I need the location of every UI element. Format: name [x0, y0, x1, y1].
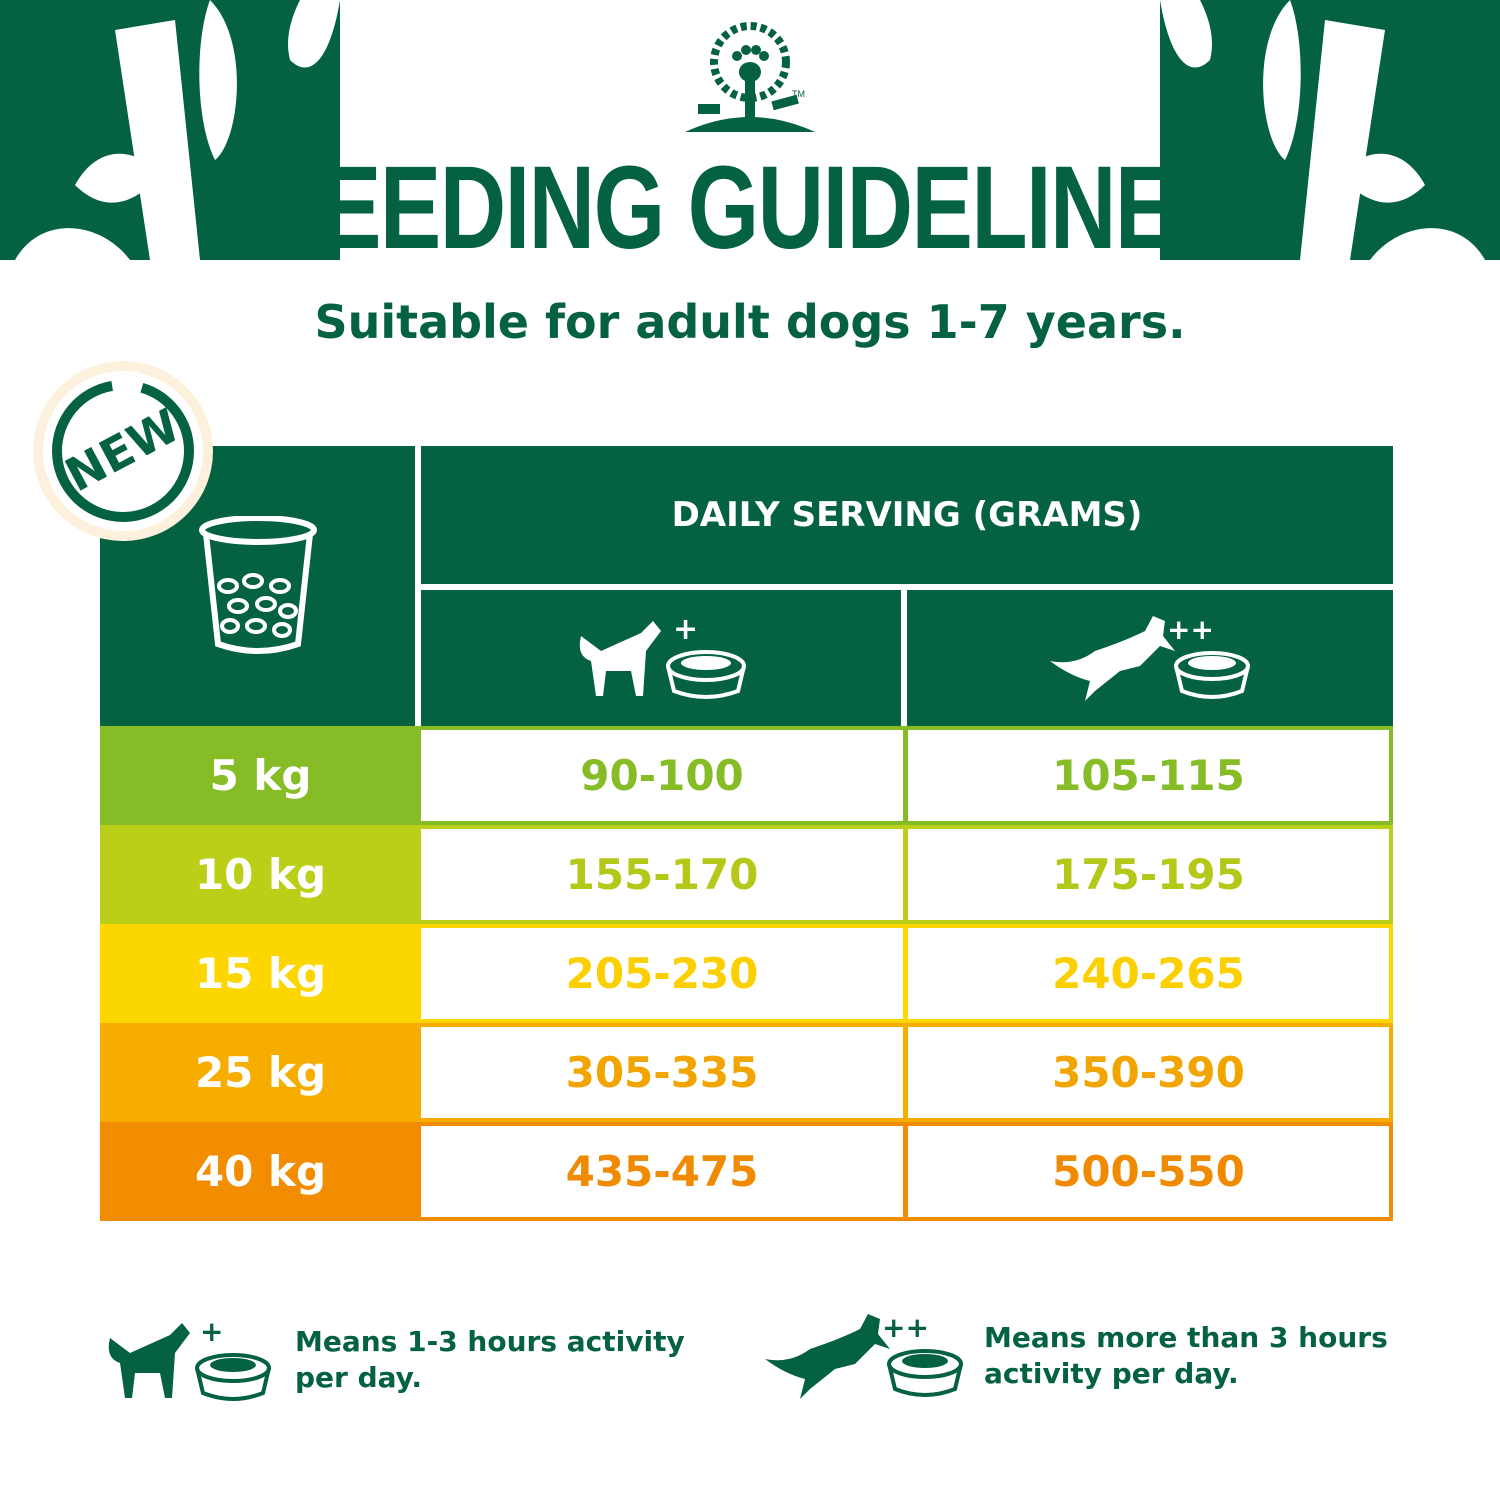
marker-plus-plus: ++	[1167, 613, 1214, 646]
serving-moderate-cell: 205-230	[421, 924, 907, 1023]
legend-text: Means 1-3 hours activity per day.	[295, 1324, 685, 1396]
subtitle: Suitable for adult dogs 1-7 years.	[314, 295, 1186, 349]
weight-cell: 10 kg	[100, 825, 421, 924]
leaf-decoration-right	[1160, 0, 1500, 260]
legend-line: Means 1-3 hours activity	[295, 1325, 685, 1358]
legend-line: activity per day.	[984, 1357, 1239, 1390]
daily-serving-header: DAILY SERVING (GRAMS)	[421, 446, 1393, 584]
legend-marker: ++	[882, 1311, 929, 1344]
marker-plus: +	[673, 612, 698, 647]
dog-standing-bowl-icon: +	[108, 1315, 271, 1401]
legend-line: Means more than 3 hours	[984, 1321, 1388, 1354]
legend-marker: +	[200, 1315, 223, 1348]
dog-jumping-bowl-icon: ++	[1050, 613, 1250, 701]
serving-active-cell: 240-265	[904, 924, 1393, 1023]
weight-cell: 25 kg	[100, 1023, 421, 1122]
legend-text: Means more than 3 hours activity per day…	[984, 1320, 1388, 1392]
weight-cell: 15 kg	[100, 924, 421, 1023]
leaf-decoration-left	[0, 0, 340, 260]
serving-active-cell: 350-390	[904, 1023, 1393, 1122]
legend-item-moderate: + Means 1-3 hours activity per day.	[100, 1310, 720, 1410]
weight-cell: 40 kg	[100, 1122, 421, 1221]
column-header-moderate: +	[421, 590, 901, 726]
serving-moderate-cell: 305-335	[421, 1023, 907, 1122]
dog-standing-bowl-icon: +	[579, 612, 746, 699]
serving-moderate-cell: 90-100	[421, 726, 907, 825]
trademark: TM	[792, 89, 805, 99]
column-header-active: ++	[907, 590, 1393, 726]
weight-cell: 5 kg	[100, 726, 421, 825]
serving-active-cell: 175-195	[904, 825, 1393, 924]
serving-active-cell: 500-550	[904, 1122, 1393, 1221]
legend-item-active: ++ Means more than 3 hours activity per …	[760, 1306, 1440, 1406]
legend-line: per day.	[295, 1361, 422, 1394]
feeding-table: DAILY SERVING (GRAMS) + ++ 5 kg 90-100 105…	[100, 446, 1393, 1222]
serving-active-cell: 105-115	[904, 726, 1393, 825]
food-cup-icon	[198, 516, 317, 654]
page-title: FEEDING GUIDELINES	[265, 142, 1236, 274]
new-badge: NEW	[33, 361, 213, 541]
serving-moderate-cell: 155-170	[421, 825, 907, 924]
tree-paw-logo: TM	[685, 22, 815, 132]
serving-moderate-cell: 435-475	[421, 1122, 907, 1221]
dog-jumping-bowl-icon: ++	[765, 1311, 963, 1399]
